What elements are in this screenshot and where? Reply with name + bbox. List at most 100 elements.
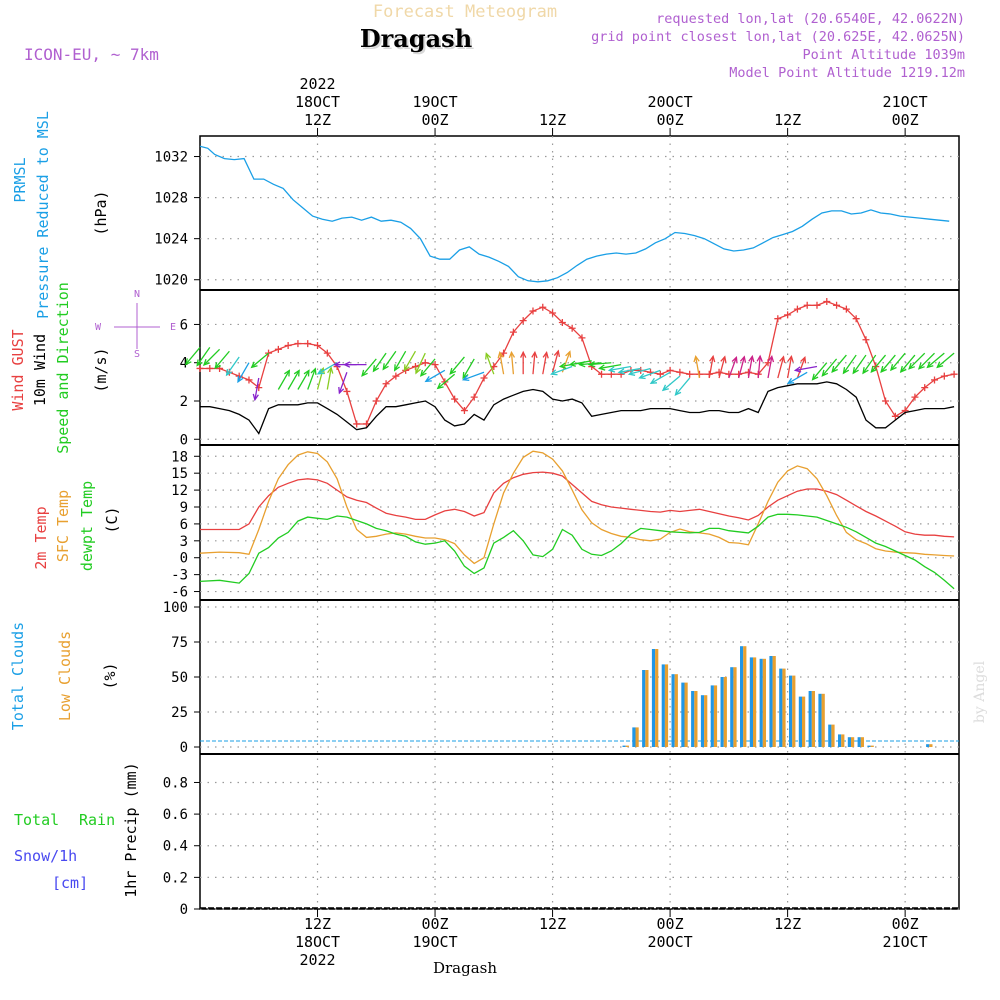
low-cloud-bar [723,677,727,747]
gust-point [891,412,899,420]
low-cloud-bar [635,727,639,747]
wind-arrow [307,367,317,390]
gust-point [353,420,361,428]
sfc-temp-line [199,450,955,565]
clouds-label-total: Total Clouds [9,622,27,730]
bottom-tick-label: 12Z [304,915,331,933]
y-tick-label: 1028 [154,191,188,207]
2m-temp-line [200,471,955,538]
total-cloud-bar [661,664,665,747]
top-tick-label: 00Z [892,111,919,129]
model-name: ICON-EU, ~ 7km [24,45,159,64]
top-tick-label: 21OCT [883,93,928,111]
wind-arrow [627,367,651,376]
location-title-shadow: Dragash [362,26,474,55]
wind-arrow [382,350,397,371]
wind-arrow [661,375,681,392]
y-tick-label: -6 [171,585,188,601]
gust-point [304,340,312,348]
gust-point [558,319,566,327]
wind-arrow [607,365,632,373]
precip-label-rain: Rain [79,811,115,829]
total-cloud-bar [749,657,753,747]
total-cloud-bar [710,685,714,747]
top-tick-label: 12Z [539,111,566,129]
wind-arrow [786,371,808,385]
wind-arrow [326,366,334,390]
y-tick-label: 12 [171,483,188,499]
wind-arrow [936,352,955,369]
panel-frames [199,135,960,910]
pressure-panel: PRMSL Pressure Reduced to MSL (hPa) [11,111,950,319]
prmsl-line [199,145,950,283]
gust-point [852,315,860,323]
top-tick-label: 2022 [299,75,335,93]
total-cloud-bar [818,693,822,747]
bottom-tick-label: 2022 [299,951,335,969]
wind-label-direction: Speed and Direction [54,282,72,454]
gust-point [372,397,380,405]
gust-point [656,370,664,378]
y-tick-label: 0.2 [163,870,188,886]
wind-arrow [531,350,538,375]
wind-arrow [649,371,671,385]
gust-point [392,372,400,380]
temperature-panel: 2m Temp SFC Temp dewpt Temp (C) [32,450,955,590]
precip-label-snow: Snow/1h [14,847,77,865]
dewpt-temp-line [199,513,955,590]
total-cloud-bar [691,691,695,747]
wind-arrow [237,362,250,384]
gust-point [480,374,488,382]
low-cloud-bar [753,657,757,747]
low-cloud-bar [762,658,766,747]
y-tick-label: 18 [171,449,188,465]
wind-arrow [693,354,701,379]
wind-arrow [497,351,505,375]
total-cloud-bar [808,691,812,747]
bottom-tick-label: 00Z [892,915,919,933]
gust-point [686,370,694,378]
low-cloud-bar [684,682,688,747]
total-cloud-bar [642,670,646,747]
wind-label-10m: 10m Wind [31,334,49,406]
y-tick-label: 25 [171,705,188,721]
gust-point [578,334,586,342]
wind-arrow [508,350,516,375]
wind-arrow [617,367,641,375]
grid-point-coords: grid point closest lon,lat (20.625E, 42.… [591,29,965,45]
bottom-tick-label: 12Z [539,915,566,933]
precip-panel: Total Rain Snow/1h [cm] 1hr Precip (mm) [14,762,959,909]
compass-south: S [134,349,140,360]
wind-arrow [449,356,465,375]
total-cloud-bar [847,737,851,747]
total-cloud-bar [867,745,871,747]
clouds-label-low: Low Clouds [56,631,74,721]
wind-arrow [542,351,549,375]
wind-arrow [728,356,738,379]
y-tick-label: 0 [180,740,188,756]
low-cloud-bar [743,646,747,747]
temp-label-sfc: SFC Temp [54,490,72,562]
wind-arrow [674,377,691,397]
total-cloud-bar [730,667,734,747]
wind-arrow [297,369,310,390]
wind-arrow [796,356,807,379]
gust-point [382,380,390,388]
pressure-unit: (hPa) [92,190,110,235]
compass-east: E [170,322,176,333]
wind-arrow [598,363,622,371]
wind-arrow [277,369,291,390]
y-tick-label: 0 [180,902,188,918]
wind-arrow [756,354,763,379]
wind-arrow [419,358,436,377]
wind-arrow [415,352,426,375]
gust-point [245,376,253,384]
low-cloud-bar [811,691,815,747]
gust-point [343,387,351,395]
top-tick-label: 18OCT [295,93,340,111]
gust-point [314,341,322,349]
total-cloud-bar [651,649,656,747]
wind-arrow [862,354,877,375]
